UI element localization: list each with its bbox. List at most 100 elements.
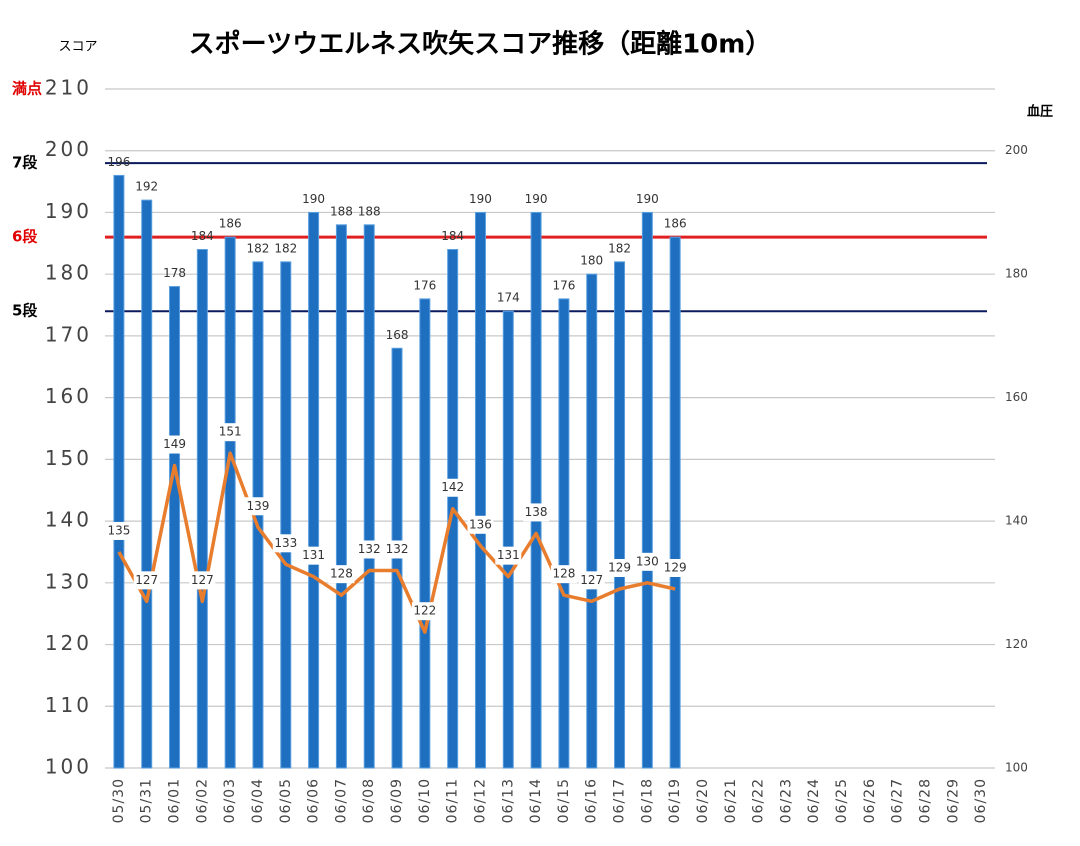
y2-tick-label: 140 [1005,514,1028,528]
x-tick-label: 06/18 [639,778,655,823]
bar-value-label: 186 [219,217,242,231]
x-tick-label: 06/28 [917,778,933,823]
x-tick-label: 05/31 [139,778,155,823]
bar [335,224,347,769]
x-tick-label: 06/06 [306,778,322,823]
line-label-box [550,565,577,584]
x-tick-label: 06/15 [556,778,572,823]
line-label-box [133,571,160,590]
bar [641,211,653,769]
y-axis-label: スコア [58,40,97,55]
bar-value-label: 190 [469,192,492,206]
y-tick-label: 120 [45,631,92,655]
line-label-box [467,515,494,534]
line-value-label: 149 [163,437,186,451]
bar-value-label: 188 [330,204,353,218]
line-value-label: 136 [469,517,492,531]
line-value-label: 131 [497,548,520,562]
x-tick-label: 06/17 [612,778,628,823]
x-tick-label: 06/29 [945,778,961,823]
x-tick-label: 06/10 [417,778,433,823]
x-tick-label: 06/14 [528,778,544,823]
bar [280,261,292,769]
reference-label: 7段 [12,154,37,172]
chart-title: スポーツウエルネス吹矢スコア推移（距離10m） [189,29,772,60]
y-tick-label: 170 [45,322,92,346]
y-tick-label: 160 [45,384,92,408]
line-label-box [662,558,689,577]
bar-value-label: 184 [191,229,214,243]
y-tick-label: 180 [45,261,92,285]
y2-tick-label: 160 [1005,390,1028,404]
x-tick-label: 06/30 [973,778,989,823]
bar [669,236,681,769]
line-label-box [272,534,299,553]
bar-value-label: 190 [636,192,659,206]
x-tick-label: 06/27 [890,778,906,823]
bar [169,286,181,769]
x-tick-label: 06/20 [695,778,711,823]
x-tick-label: 06/19 [667,778,683,823]
x-tick-label: 06/03 [222,778,238,823]
x-tick-label: 05/30 [111,778,127,823]
line-value-label: 128 [552,567,575,581]
line-label-box [439,478,466,497]
x-tick-label: 06/09 [389,778,405,823]
bar-value-label: 182 [247,241,270,255]
y2-tick-label: 120 [1005,637,1028,651]
bar [614,261,626,769]
line-label-box [606,558,633,577]
y2-tick-label: 200 [1005,143,1028,157]
reference-label: 満点 [12,80,42,98]
bar [586,273,598,769]
line-value-label: 127 [191,573,214,587]
bar-value-label: 168 [386,328,409,342]
bar-value-label: 176 [552,278,575,292]
line-value-label: 130 [636,554,659,568]
x-tick-label: 06/01 [167,778,183,823]
y-tick-label: 190 [45,199,92,223]
y-tick-label: 200 [45,137,92,161]
x-tick-label: 06/26 [862,778,878,823]
bar-value-label: 180 [580,254,603,268]
reference-label: 5段 [12,302,37,320]
line-label-box [328,565,355,584]
line-value-label: 129 [608,560,631,574]
bar [224,236,236,769]
bar-value-label: 174 [497,291,520,305]
y-tick-label: 150 [45,446,92,470]
y-tick-label: 210 [45,76,92,100]
x-tick-label: 06/05 [278,778,294,823]
y-tick-label: 140 [45,508,92,532]
line-label-box [384,540,411,559]
line-label-box [411,602,438,621]
line-value-label: 127 [135,573,158,587]
x-tick-label: 06/12 [472,778,488,823]
bar [196,248,208,769]
line-value-label: 151 [219,425,242,439]
bar-value-label: 188 [358,204,381,218]
bar [530,211,542,769]
line-label-box [523,503,550,522]
line [117,451,676,634]
x-tick-label: 06/25 [834,778,850,823]
line-label-box [189,571,216,590]
y2-tick-label: 100 [1005,761,1028,775]
bar-value-label: 178 [163,266,186,280]
line-label-box [300,546,327,565]
line-value-label: 138 [525,505,548,519]
reference-label: 6段 [12,228,37,246]
x-tick-label: 06/02 [194,778,210,823]
bar-value-label: 176 [413,278,436,292]
y-tick-label: 110 [45,693,92,717]
line-value-label: 131 [302,548,325,562]
x-tick-label: 06/21 [723,778,739,823]
bar [363,224,375,769]
line-label-box [634,552,661,571]
line-value-label: 122 [413,604,436,618]
line-label-box [356,540,383,559]
line-value-label: 135 [107,523,130,537]
bar [141,199,153,769]
y2-tick-label: 180 [1005,267,1028,281]
